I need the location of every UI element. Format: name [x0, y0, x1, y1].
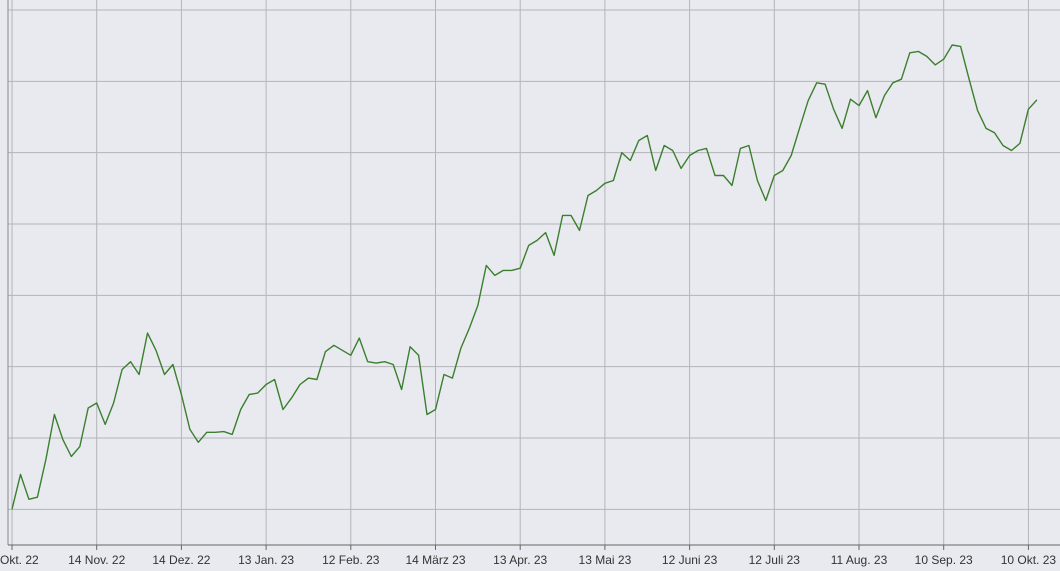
x-tick-label: 13 Jan. 23 — [238, 553, 294, 567]
x-tick-label: 12 Feb. 23 — [322, 553, 380, 567]
x-tick-label: 13 Apr. 23 — [493, 553, 547, 567]
x-tick-label: 14 Dez. 22 — [152, 553, 210, 567]
x-tick-label: Okt. 22 — [0, 553, 39, 567]
x-tick-label: 12 Juni 23 — [662, 553, 718, 567]
line-series — [11, 44, 1038, 510]
x-tick-label: 12 Juli 23 — [749, 553, 801, 567]
x-tick-label: 10 Okt. 23 — [1001, 553, 1057, 567]
x-tick-label: 11 Aug. 23 — [831, 553, 888, 567]
x-tick-label: 13 Mai 23 — [579, 553, 632, 567]
x-tick-label: 14 März 23 — [405, 553, 465, 567]
x-tick-label: 10 Sep. 23 — [915, 553, 973, 567]
x-tick-label: 14 Nov. 22 — [68, 553, 125, 567]
